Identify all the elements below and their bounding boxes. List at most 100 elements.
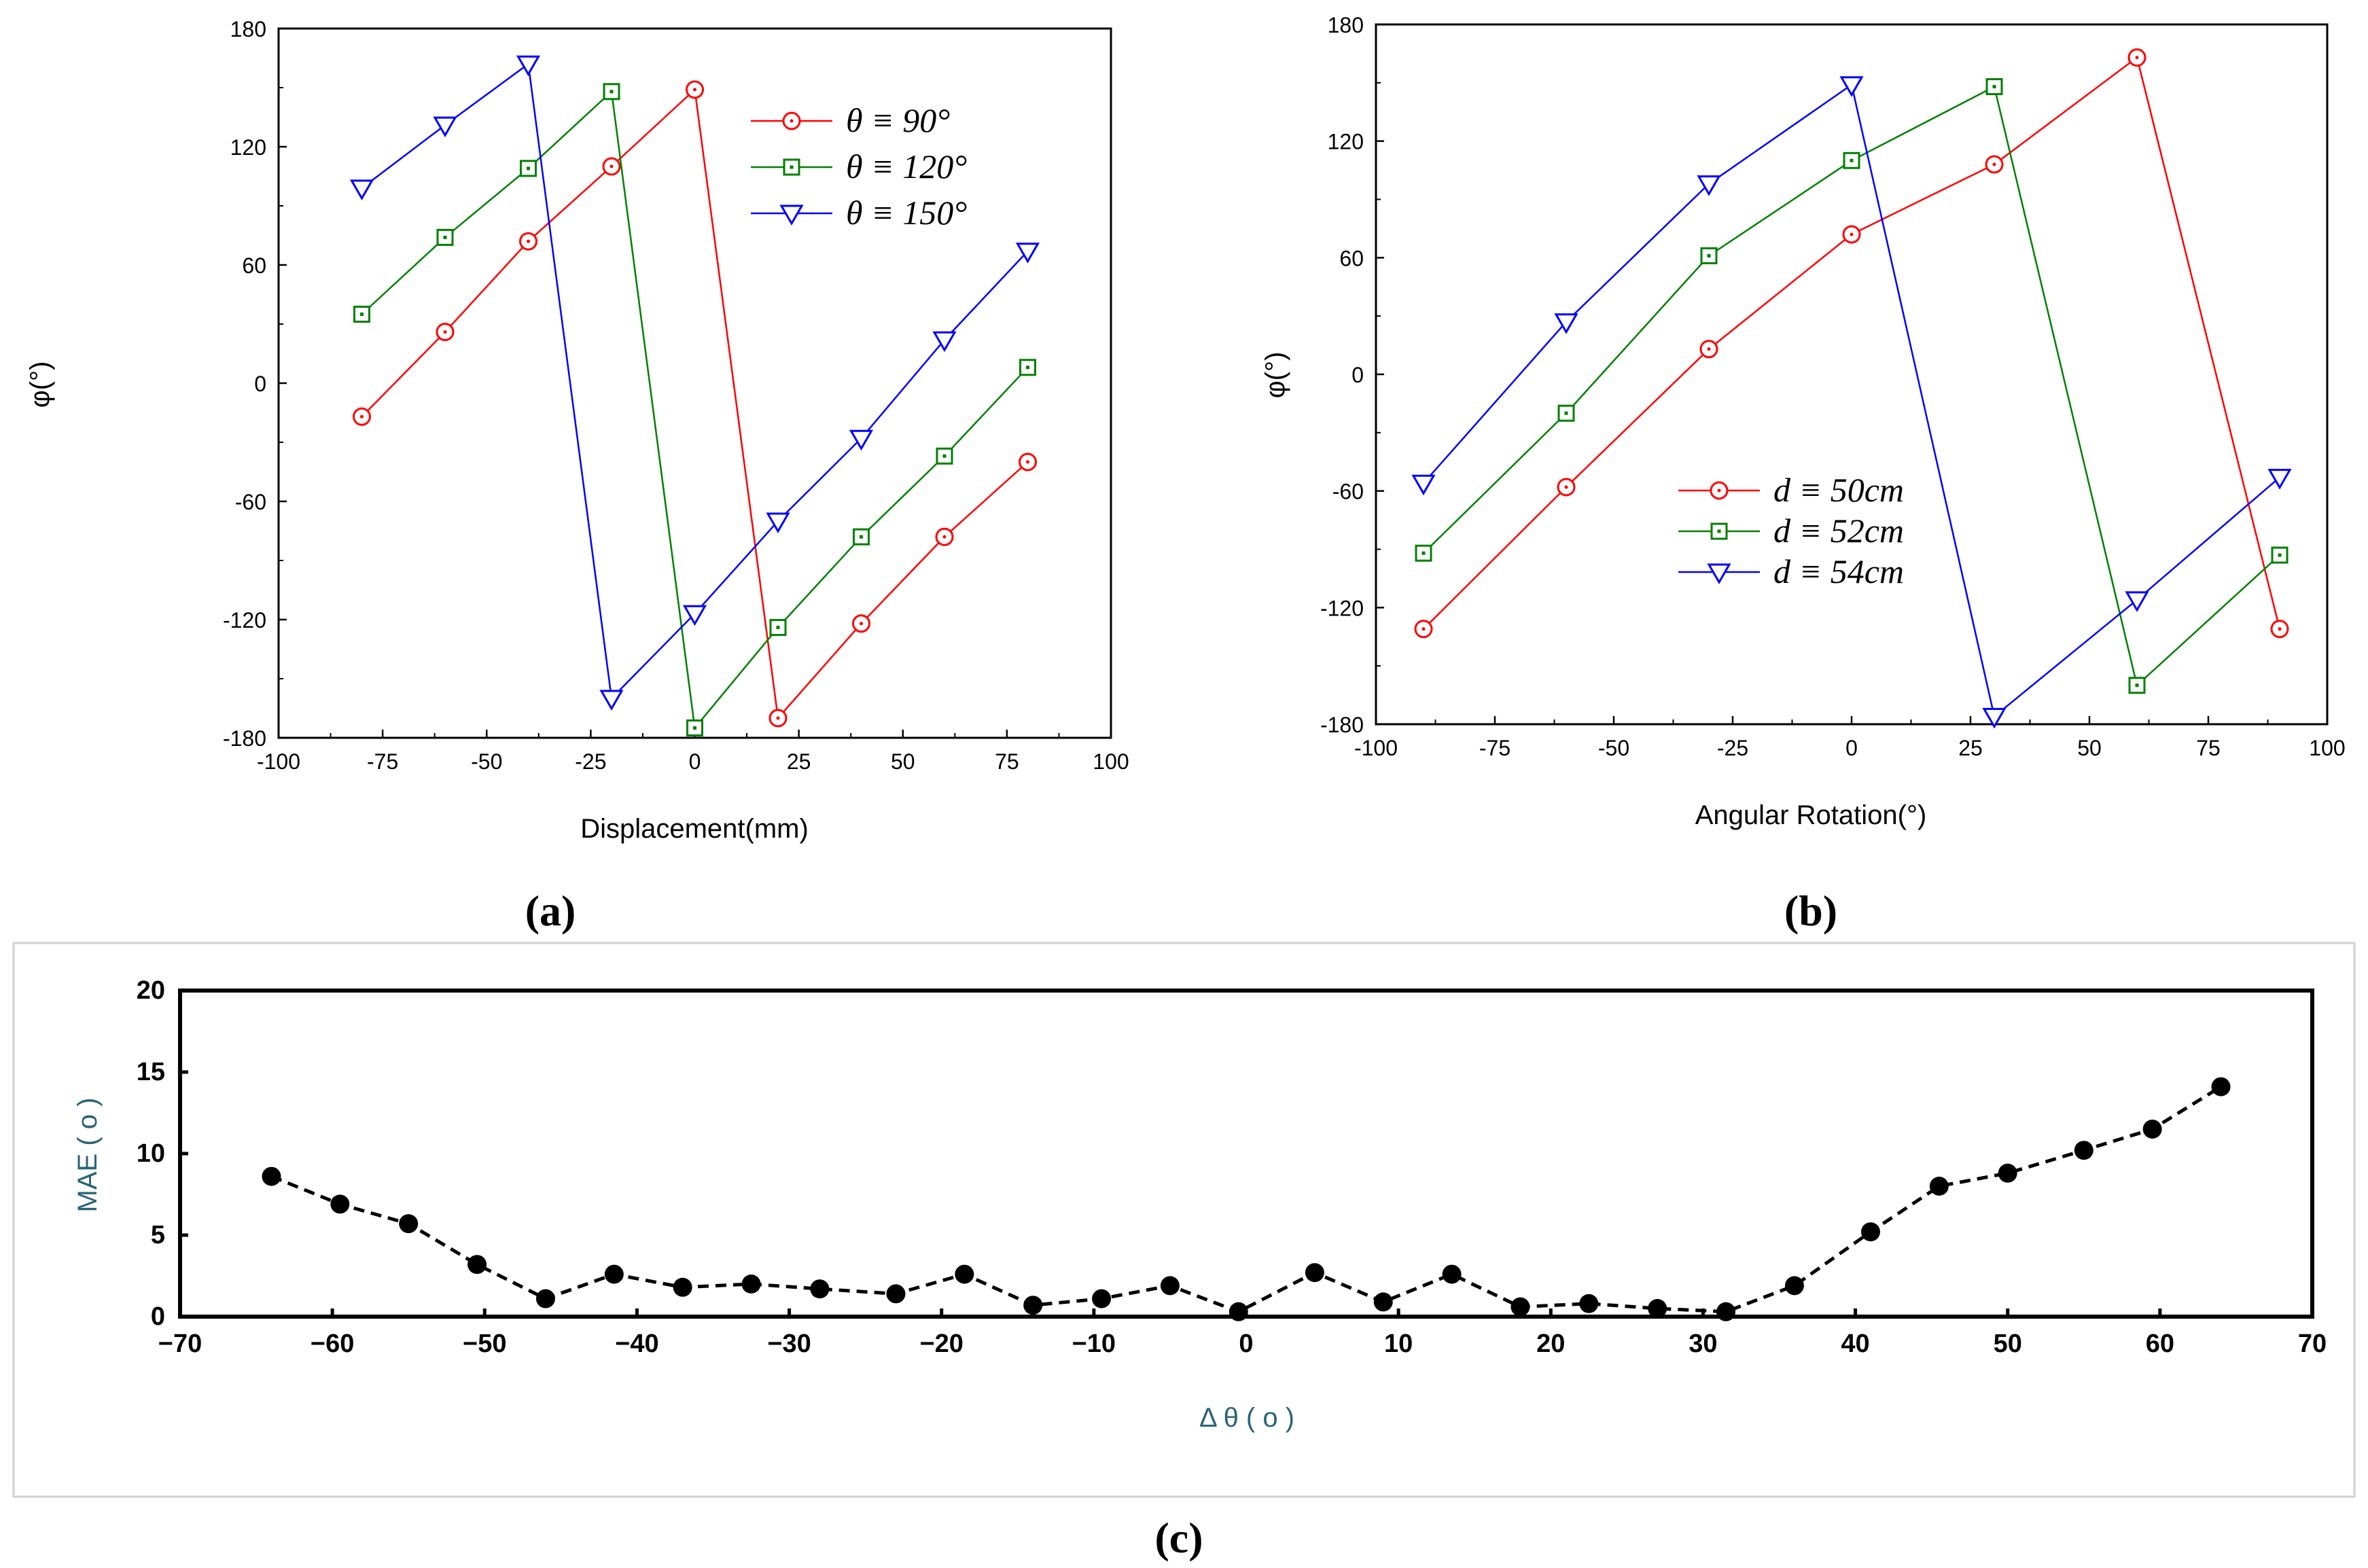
chart-c: −70 −60 −50 −40 −30 −20 −10 0 10 20 30 40 50 60 70 0 5 10… [12,942,2356,1562]
data-point-c-0 [1929,1177,1949,1196]
data-point-a-0 [935,527,954,546]
x-tick-label: 0 [1845,736,1858,760]
x-axis-label-a: Displacement(mm) [580,814,809,844]
data-point-a-1 [686,719,703,736]
legend-marker [779,204,804,226]
data-point-c-0 [1784,1276,1804,1296]
x-tick-label: 25 [787,749,811,774]
legend-marker [1710,522,1728,540]
y-tick-label: -60 [1332,480,1364,504]
y-tick-label: 0 [151,1302,165,1331]
y-tick-label: 0 [254,372,266,396]
data-point-c-0 [1860,1222,1880,1242]
y-axis-label-a: φ(°) [25,361,55,408]
data-point-a-2 [1015,243,1040,264]
data-point-c-0 [330,1194,350,1214]
x-tick-label: 75 [2196,736,2221,760]
x-tick-label: 0 [1239,1330,1253,1358]
x-tick-label: 20 [1536,1330,1565,1358]
data-point-b-1 [1985,78,2003,96]
y-axis-label-c: MAE ( o ) [73,1098,103,1213]
data-point-a-0 [852,614,870,633]
y-tick-label: -60 [235,490,266,514]
x-tick-label: -25 [575,749,606,774]
data-point-b-2 [1411,474,1436,496]
data-point-c-0 [1092,1289,1112,1308]
data-point-b-2 [1697,175,1721,196]
series-line-b-2 [1423,83,2280,718]
x-tick-label: −70 [158,1330,202,1358]
data-point-b-1 [1557,404,1575,422]
legend-marker [783,158,800,176]
data-point-c-0 [1229,1302,1248,1321]
x-tick-label: -50 [471,749,502,774]
y-tick-label: 60 [1339,246,1364,270]
y-tick-label: 10 [137,1139,165,1168]
legend-label: θ ≡ 150° [846,194,967,232]
data-point-b-2 [1982,708,2007,729]
legend-marker [1710,481,1729,500]
y-tick-label: -180 [223,726,266,751]
x-tick-label: 50 [2077,736,2102,760]
data-point-b-0 [1699,340,1718,359]
data-point-a-0 [519,232,537,251]
x-tick-label: -75 [367,749,398,774]
legend-label: θ ≡ 90° [846,101,950,139]
x-tick-label: 40 [1841,1330,1869,1358]
y-tick-label: 15 [137,1058,165,1086]
x-tick-label: 100 [2309,736,2345,760]
data-point-b-2 [2125,591,2149,612]
data-point-b-1 [1700,247,1718,264]
x-tick-label: -75 [1479,736,1510,760]
x-tick-label: -100 [257,749,300,774]
data-point-a-0 [1019,452,1037,471]
data-point-c-0 [467,1255,487,1275]
data-point-b-2 [1839,76,1864,97]
x-tick-label: 10 [1384,1330,1413,1358]
data-point-a-2 [682,605,707,626]
data-point-b-2 [2267,469,2292,490]
x-tick-label: −40 [615,1330,658,1358]
y-tick-label: -180 [1320,713,1364,737]
data-point-c-0 [1648,1299,1667,1318]
data-point-b-0 [1414,620,1433,639]
y-tick-label: 0 [1351,363,1364,387]
data-point-a-1 [353,306,370,323]
data-point-c-0 [262,1166,281,1186]
y-tick-label: 120 [230,135,266,160]
chart-a: -100 -75 -50 -25 0 25 50 75 100 -180 -120 -60 0 60 120… [25,17,1129,935]
data-point-c-0 [2142,1120,2162,1139]
data-point-c-0 [1373,1292,1393,1312]
data-point-a-2 [349,179,374,200]
data-point-a-2 [599,690,624,711]
x-tick-label: 50 [891,749,915,774]
series-line-a-1 [361,90,1029,730]
x-tick-label: −60 [311,1330,354,1358]
data-point-b-0 [2127,48,2146,67]
x-tick-label: 60 [2146,1330,2174,1358]
x-tick-label: −20 [919,1330,963,1358]
data-point-a-0 [602,157,621,176]
data-point-c-0 [886,1284,906,1304]
legend-label: d ≡ 52cm [1773,512,1904,550]
panel-border-c [12,942,2356,1498]
data-point-a-1 [603,83,620,101]
legend-marker [1707,563,1731,585]
data-point-c-0 [1579,1294,1599,1313]
data-point-a-1 [1019,359,1036,376]
data-point-a-1 [769,619,787,637]
data-point-a-0 [686,80,704,99]
legend-label: d ≡ 50cm [1773,471,1904,509]
data-point-c-0 [2074,1141,2093,1160]
x-tick-label: 75 [995,749,1019,774]
y-tick-label: 180 [230,17,266,41]
x-tick-label: -50 [1598,736,1629,760]
x-axis-label-b: Angular Rotation(°) [1695,800,1927,830]
y-tick-label: 60 [242,253,266,278]
y-tick-label: 20 [137,976,165,1005]
data-point-c-0 [1160,1276,1180,1296]
y-tick-label: 120 [1328,130,1364,154]
y-tick-label: -120 [223,608,266,632]
data-point-a-1 [936,447,953,465]
